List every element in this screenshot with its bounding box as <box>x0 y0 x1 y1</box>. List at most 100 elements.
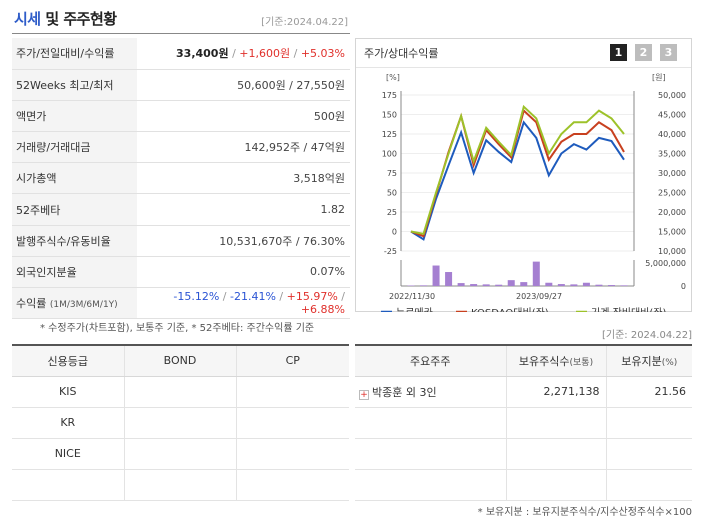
volume-bar <box>607 285 615 286</box>
price-value: 33,400원 / +1,600원 / +5.03% <box>137 38 350 70</box>
row-label: 발행주식수/유동비율 <box>12 225 137 257</box>
table-row: 발행주식수/유동비율 10,531,670주 / 76.30% <box>12 225 350 257</box>
volume-bar <box>457 283 465 286</box>
table-row: 52주베타 1.82 <box>12 193 350 226</box>
cp-cell <box>235 438 349 470</box>
right-tick-label: 35,000 <box>658 150 686 159</box>
volume-bar <box>482 284 490 286</box>
separator: / <box>337 290 345 304</box>
separator: / <box>219 290 230 304</box>
volume-bar <box>532 261 540 286</box>
left-tick-label: -25 <box>384 247 397 256</box>
series-line <box>410 120 625 241</box>
return-6m: +15.97% <box>286 290 338 304</box>
volume-zero-label: 0 <box>681 282 686 291</box>
holder-shares <box>505 469 606 501</box>
holders-footnote: * 보유지분 : 보유지분주식수/지수산정주식수×100 <box>477 507 692 518</box>
table-header-row: 신용등급 BOND CP <box>12 344 349 377</box>
price-rate: +5.03% <box>300 47 345 61</box>
returns-periods: (1M/3M/6M/1Y) <box>49 300 118 311</box>
volume-bar <box>545 282 553 286</box>
price-change: +1,600원 <box>239 47 291 61</box>
bond-cell <box>123 376 236 408</box>
left-tick-label: 0 <box>392 228 397 237</box>
chart-divider <box>356 67 691 68</box>
cp-cell <box>235 407 349 439</box>
left-tick-label: 175 <box>382 91 397 100</box>
row-label: 52주베타 <box>12 193 137 226</box>
reference-date: [기준:2024.04.22] <box>261 17 348 28</box>
row-value: 3,518억원 <box>137 162 350 195</box>
volume-bar <box>420 285 428 286</box>
x-tick-label: 2022/11/30 <box>389 292 435 301</box>
volume-bar <box>445 272 453 286</box>
agency-cell <box>12 469 124 501</box>
left-tick-label: 75 <box>387 169 397 178</box>
table-row: 외국인지분율 0.07% <box>12 256 350 289</box>
table-row: 52Weeks 최고/최저 50,600원 / 27,550원 <box>12 69 350 101</box>
right-tick-label: 40,000 <box>658 130 686 139</box>
chart-page-3-button[interactable]: 3 <box>660 44 677 61</box>
returns-label: 수익률 <box>16 297 47 311</box>
return-1m: -15.12% <box>173 290 220 304</box>
returns-value: -15.12% / -21.41% / +15.97% / +6.88% <box>137 287 350 320</box>
separator: / <box>290 47 301 61</box>
left-tick-label: 25 <box>387 208 397 217</box>
credit-rating-table: 신용등급 BOND CP KIS KR NICE <box>12 344 349 501</box>
volume-bar <box>495 284 503 286</box>
right-axis-unit: [원] <box>652 73 666 82</box>
volume-bar <box>470 284 478 286</box>
chart-panel: 주가/상대수익률 1 2 3 [%] [원] 175 150 125 100 75 50 25 0… <box>355 38 692 312</box>
row-value: 0.07% <box>137 256 350 289</box>
holder-name <box>355 407 506 439</box>
volume-bar <box>620 285 628 286</box>
title-highlight: 시세 <box>14 10 41 28</box>
holder-shares <box>505 438 606 470</box>
col-header-sub: (보통) <box>569 357 594 368</box>
col-header: 보유지분(%) <box>605 344 692 377</box>
table-row: 수익률 (1M/3M/6M/1Y) -15.12% / -21.41% / +1… <box>12 287 350 320</box>
chart-page-1-button[interactable]: 1 <box>610 44 627 61</box>
col-header: 보유주식수(보통) <box>505 344 606 377</box>
chart-title: 주가/상대수익률 <box>364 47 439 60</box>
row-label: 52Weeks 최고/최저 <box>12 69 137 101</box>
holder-pct <box>605 469 692 501</box>
volume-tick-label: 5,000,000 <box>645 259 686 268</box>
row-label: 주가/전일대비/수익률 <box>12 38 137 70</box>
expand-plus-icon[interactable]: + <box>359 389 369 400</box>
stock-footnote: * 수정주가(차트포함), 보통주 기준, * 52주베타: 주간수익률 기준 <box>40 323 315 334</box>
col-header-main: 보유지분 <box>621 354 662 368</box>
volume-bar <box>507 280 515 286</box>
left-tick-label: 150 <box>382 111 397 120</box>
col-header: BOND <box>123 344 236 377</box>
table-row: 주가/전일대비/수익률 33,400원 / +1,600원 / +5.03% <box>12 38 350 70</box>
holder-pct <box>605 438 692 470</box>
volume-bar <box>557 284 565 286</box>
left-tick-label: 100 <box>382 150 397 159</box>
chart-page-2-button[interactable]: 2 <box>635 44 652 61</box>
left-tick-label: 50 <box>387 189 397 198</box>
table-header-row: 주요주주 보유주식수(보통) 보유지분(%) <box>355 344 692 377</box>
volume-bar <box>570 284 578 286</box>
holder-pct <box>605 407 692 439</box>
holder-pct: 21.56 <box>605 376 692 408</box>
table-row: KR <box>12 407 349 439</box>
row-label: 액면가 <box>12 100 137 133</box>
title-rest: 및 주주현황 <box>40 10 117 28</box>
agency-cell: KIS <box>12 376 124 408</box>
right-tick-label: 30,000 <box>658 169 686 178</box>
row-value: 500원 <box>137 100 350 133</box>
left-axis-unit: [%] <box>386 73 400 82</box>
col-header: CP <box>235 344 349 377</box>
return-1y: +6.88% <box>300 303 345 317</box>
section-title: 시세 및 주주현황 <box>14 8 117 29</box>
row-label: 시가총액 <box>12 162 137 195</box>
col-header-sub: (%) <box>661 357 678 368</box>
bond-cell <box>123 407 236 439</box>
row-label: 거래량/거래대금 <box>12 131 137 164</box>
table-row: 거래량/거래대금 142,952주 / 47억원 <box>12 131 350 164</box>
agency-cell: KR <box>12 407 124 439</box>
major-shareholders-table: 주요주주 보유주식수(보통) 보유지분(%) + 박종훈 외 3인 2,271,1… <box>355 344 692 501</box>
col-header: 주요주주 <box>355 344 506 377</box>
row-value: 50,600원 / 27,550원 <box>137 69 350 101</box>
